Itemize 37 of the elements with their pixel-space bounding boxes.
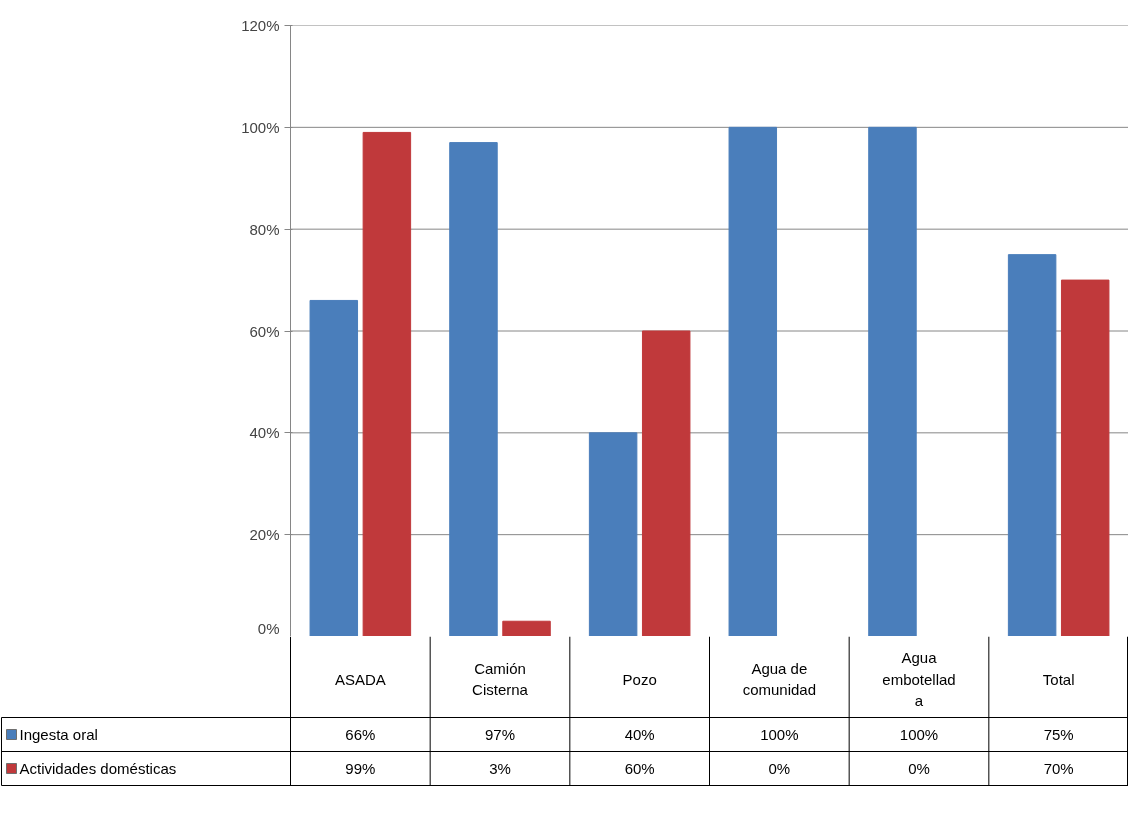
data-label: 75% <box>1043 726 1074 743</box>
data-label: 100% <box>760 726 799 743</box>
data-label: 66% <box>345 726 376 743</box>
x-tick-label: ASADA <box>334 670 386 688</box>
y-tick-label: 60% <box>249 322 280 340</box>
bar <box>1007 254 1057 636</box>
x-tick-label: Agua de comunidad <box>742 659 817 699</box>
bar <box>641 330 691 636</box>
bar <box>728 126 778 636</box>
y-tick-label: 20% <box>249 526 280 544</box>
data-label: 0% <box>768 760 791 777</box>
data-label: 0% <box>908 760 930 777</box>
x-tick-label: Agua embotellada <box>882 649 956 709</box>
data-label: 97% <box>484 726 516 743</box>
y-tick-label: 40% <box>249 424 280 442</box>
data-label: 99% <box>345 760 376 777</box>
y-tick-label: 100% <box>241 118 280 136</box>
x-tick-label: Pozo <box>622 670 657 688</box>
bar <box>868 126 917 636</box>
x-tick-label: Total <box>1042 670 1075 688</box>
data-label: 60% <box>624 760 655 777</box>
bar <box>588 432 638 636</box>
bar <box>449 142 498 636</box>
legend-label: Ingesta oral <box>19 726 98 743</box>
data-label: 100% <box>899 726 939 743</box>
data-label: 3% <box>489 760 511 777</box>
y-tick-label: 0% <box>257 619 280 637</box>
x-tick-label: Camión Cisterna <box>472 659 529 699</box>
bar <box>502 620 551 636</box>
bar <box>1060 279 1110 636</box>
data-label: 40% <box>624 726 655 743</box>
bar <box>362 131 412 636</box>
bar <box>309 299 359 636</box>
data-label: 70% <box>1043 760 1074 777</box>
y-tick-label: 120% <box>241 17 280 34</box>
legend-label: Actividades domésticas <box>19 760 177 777</box>
y-tick-label: 80% <box>249 220 280 238</box>
